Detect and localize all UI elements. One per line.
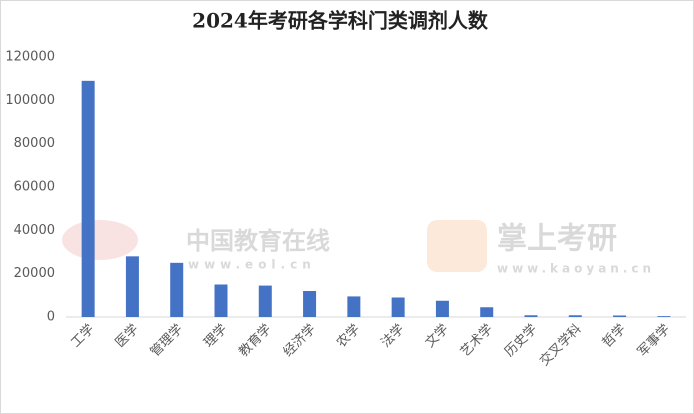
y-tick-label: 80000: [14, 136, 55, 151]
bar: [214, 284, 228, 317]
bar: [81, 80, 95, 317]
bar: [613, 315, 627, 317]
bar: [170, 262, 184, 317]
y-tick-label: 20000: [14, 266, 55, 281]
bar: [347, 296, 361, 317]
bar: [258, 285, 272, 317]
chart-title: 2024年考研各学科门类调剂人数: [192, 9, 489, 33]
watermark-text: www.eol.cn: [188, 258, 316, 272]
bar: [125, 256, 139, 317]
bar: [480, 307, 494, 317]
watermark-logo: [62, 220, 138, 260]
y-tick-label: 100000: [5, 93, 55, 108]
bar: [303, 291, 317, 317]
y-tick-label: 0: [47, 310, 55, 325]
watermark-text: www.kaoyan.cn: [497, 262, 655, 276]
y-tick-label: 60000: [14, 180, 55, 195]
watermark: 中国教育在线 www.eol.cn 掌上考研 www.kaoyan.cn: [62, 220, 655, 276]
bar: [435, 300, 449, 317]
bar: [568, 315, 582, 317]
bar: [524, 315, 538, 317]
watermark-logo: [427, 220, 487, 272]
watermark-text: 掌上考研: [497, 222, 617, 257]
bar: [657, 316, 671, 317]
watermark-text: 中国教育在线: [186, 227, 330, 255]
y-tick-label: 120000: [5, 50, 55, 65]
bar: [391, 297, 405, 317]
y-tick-label: 40000: [14, 223, 55, 238]
